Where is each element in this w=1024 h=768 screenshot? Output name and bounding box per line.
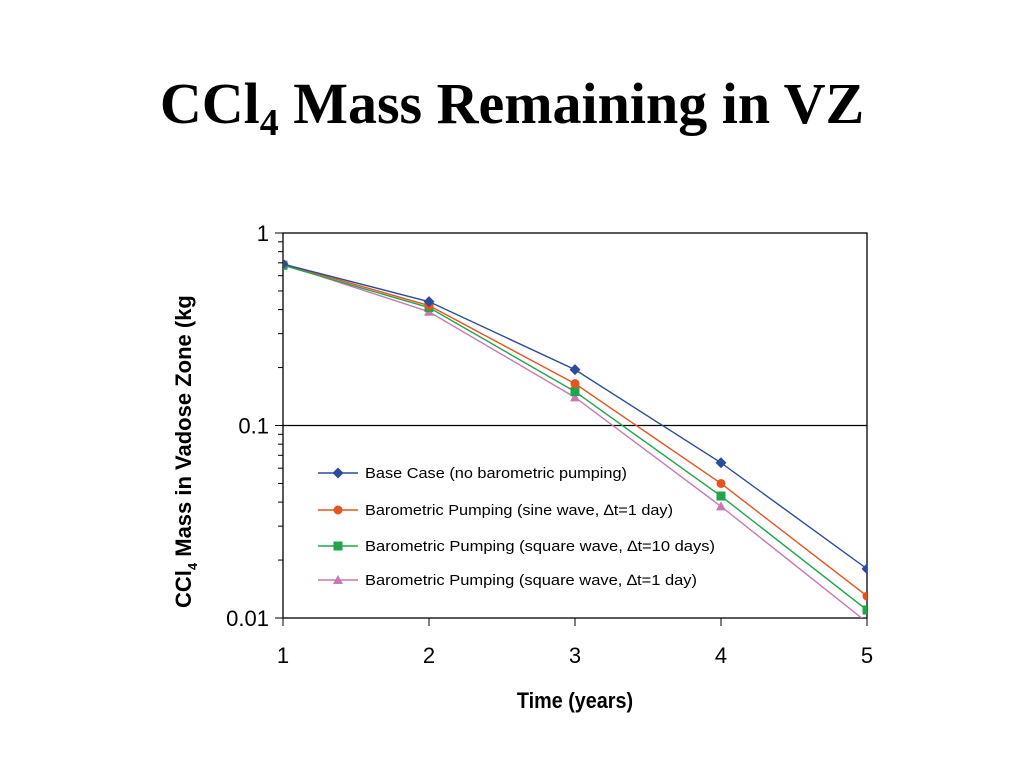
slide-title-suffix: Mass Remaining in VZ	[278, 71, 865, 136]
data-point	[716, 491, 726, 501]
data-point	[862, 591, 867, 601]
legend-marker	[333, 505, 343, 515]
y-tick-label: 0.1	[238, 414, 269, 439]
data-point	[866, 617, 867, 618]
y-axis-title-subscript: 4	[185, 562, 200, 570]
data-point	[862, 605, 867, 615]
data-point	[716, 501, 726, 511]
legend-item-3: Barometric Pumping (square wave, ∆t=1 da…	[318, 572, 697, 589]
x-tick-label: 5	[861, 643, 873, 668]
legend-label: Barometric Pumping (square wave, ∆t=10 d…	[365, 538, 715, 555]
series-0	[283, 258, 867, 575]
x-tick-label: 2	[423, 643, 435, 668]
x-tick-label: 1	[277, 643, 289, 668]
legend-label: Base Case (no barometric pumping)	[365, 465, 627, 482]
data-point	[569, 364, 581, 376]
legend-label: Barometric Pumping (sine wave, ∆t=1 day)	[365, 502, 673, 519]
series-layer	[283, 258, 867, 618]
series-clip-group	[283, 258, 867, 618]
legend-label: Barometric Pumping (square wave, ∆t=1 da…	[365, 572, 697, 589]
series-line	[283, 263, 867, 570]
legend-item-0: Base Case (no barometric pumping)	[318, 465, 627, 482]
x-tick-label: 4	[715, 643, 727, 668]
data-point	[570, 392, 580, 402]
legend-marker	[332, 467, 344, 479]
y-axis-title-suffix: Mass in Vadose Zone (kg	[171, 295, 196, 563]
legend-marker	[333, 541, 343, 551]
y-tick-label: 0.01	[226, 606, 269, 631]
series-line	[283, 263, 863, 618]
data-point	[570, 379, 580, 389]
legend-item-2: Barometric Pumping (square wave, ∆t=10 d…	[318, 538, 715, 555]
y-tick-label: 1	[257, 221, 269, 246]
data-point	[423, 296, 435, 308]
legend-item-1: Barometric Pumping (sine wave, ∆t=1 day)	[318, 502, 673, 519]
x-tick-label: 3	[569, 643, 581, 668]
legend-marker	[333, 575, 343, 584]
slide-title-subscript: 4	[259, 102, 279, 144]
slide-title-prefix: CCl	[159, 71, 260, 136]
y-axis-title: CCl4 Mass in Vadose Zone (kg	[171, 295, 200, 608]
data-point	[861, 563, 867, 575]
data-point	[715, 457, 727, 469]
legend: Base Case (no barometric pumping) Baromet…	[318, 465, 715, 589]
x-axis-title: Time (years)	[517, 689, 633, 713]
series-2	[283, 260, 867, 615]
x-axis: 1 2 3 4 5	[277, 618, 873, 668]
y-axis-title-prefix: CCl	[171, 570, 196, 608]
slide-title: CCl4 Mass Remaining in VZ	[0, 71, 1024, 142]
y-axis: 0.01 0.1 1	[226, 221, 283, 631]
data-point	[283, 258, 289, 270]
series-line	[283, 264, 867, 611]
data-point	[570, 387, 580, 397]
data-point	[716, 478, 726, 488]
